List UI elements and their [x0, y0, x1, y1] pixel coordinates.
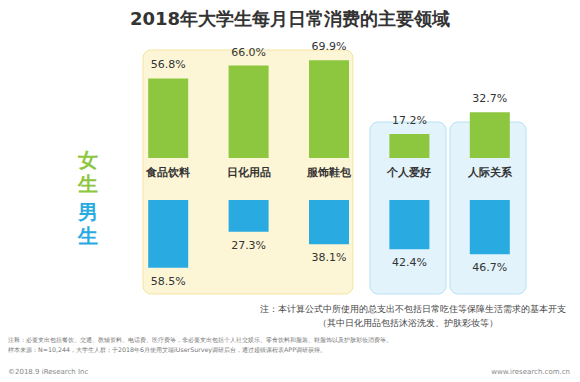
svg-text:©2018.9 iResearch Inc: ©2018.9 iResearch Inc — [8, 368, 88, 376]
svg-text:日化用品: 日化用品 — [227, 166, 271, 179]
svg-text:样本来源：N=10,244，大学生人群；于2018年6月使用: 样本来源：N=10,244，大学生人群；于2018年6月使用艾瑞iUserSur… — [8, 346, 326, 354]
svg-text:（其中日化用品包括沐浴洗发、护肤彩妆等）: （其中日化用品包括沐浴洗发、护肤彩妆等） — [318, 318, 498, 328]
svg-text:69.9%: 69.9% — [312, 40, 347, 53]
svg-text:人际关系: 人际关系 — [467, 166, 513, 179]
svg-text:27.3%: 27.3% — [231, 239, 266, 252]
svg-text:女: 女 — [77, 148, 98, 172]
svg-text:个人爱好: 个人爱好 — [386, 166, 431, 179]
svg-text:生: 生 — [77, 172, 98, 196]
svg-text:注：本计算公式中所使用的总支出不包括日常吃住等保障生活需求的: 注：本计算公式中所使用的总支出不包括日常吃住等保障生活需求的基本开支 — [260, 304, 566, 314]
svg-text:食品饮料: 食品饮料 — [145, 166, 190, 179]
svg-text:56.8%: 56.8% — [151, 58, 186, 71]
svg-text:生: 生 — [77, 224, 98, 248]
svg-text:66.0%: 66.0% — [231, 46, 266, 59]
svg-text:注释：必要支出包括餐饮、交通、教辅资料、电话费、医疗费等，非: 注释：必要支出包括餐饮、交通、教辅资料、电话费、医疗费等，非必要支出包括个人社交… — [8, 336, 392, 343]
svg-text:2018年大学生每月日常消费的主要领域: 2018年大学生每月日常消费的主要领域 — [130, 8, 450, 29]
svg-text:17.2%: 17.2% — [392, 114, 427, 127]
svg-text:42.4%: 42.4% — [392, 256, 427, 269]
svg-text:38.1%: 38.1% — [312, 251, 347, 264]
svg-text:服饰鞋包: 服饰鞋包 — [306, 166, 352, 179]
svg-text:男: 男 — [77, 200, 98, 224]
svg-text:58.5%: 58.5% — [151, 275, 186, 288]
svg-text:www.iresearch.com.cn: www.iresearch.com.cn — [491, 368, 570, 376]
svg-text:32.7%: 32.7% — [472, 92, 507, 105]
svg-text:46.7%: 46.7% — [472, 261, 507, 274]
